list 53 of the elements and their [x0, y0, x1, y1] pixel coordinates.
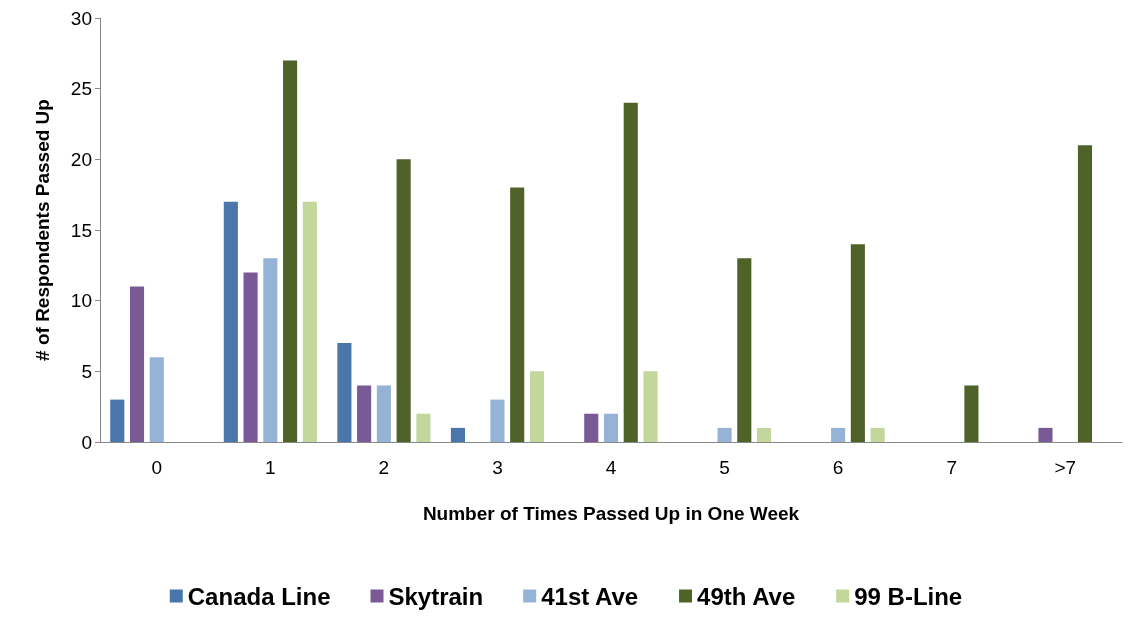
bar — [717, 427, 732, 442]
legend-label: 41st Ave — [541, 582, 639, 610]
y-tick-label: 10 — [70, 290, 92, 312]
bar — [737, 258, 752, 442]
x-tick-label: 3 — [492, 457, 503, 478]
bar — [757, 427, 772, 442]
bar — [510, 187, 525, 442]
bar — [283, 60, 298, 442]
bar — [149, 357, 164, 442]
bar — [1077, 145, 1093, 442]
bar — [396, 159, 411, 442]
y-tick-label: 25 — [70, 78, 92, 100]
y-tick-label: 0 — [81, 431, 92, 453]
x-axis-title: Number of Times Passed Up in One Week — [422, 503, 800, 524]
bar — [263, 258, 278, 442]
bar — [623, 102, 638, 442]
bar — [129, 286, 145, 442]
x-tick-label: 5 — [719, 457, 730, 478]
bar — [302, 201, 317, 442]
bar — [603, 413, 619, 442]
y-tick-label: 5 — [81, 360, 92, 382]
x-tick-label: 0 — [151, 457, 163, 478]
legend-label: 49th Ave — [697, 582, 796, 610]
bar — [643, 371, 658, 442]
legend-label: 99 B-Line — [854, 582, 963, 610]
y-tick-label: 15 — [70, 219, 92, 241]
bar — [870, 427, 885, 442]
bar — [584, 413, 599, 442]
x-tick-label: >7 — [1054, 457, 1077, 478]
bar — [416, 413, 431, 442]
x-tick-label: 6 — [832, 457, 844, 478]
y-axis-title: # of Respondents Passed Up — [32, 99, 53, 361]
bar — [490, 399, 505, 442]
legend-label: Skytrain — [388, 582, 484, 610]
bar — [850, 244, 865, 442]
bar — [964, 385, 979, 442]
x-tick-label: 7 — [946, 457, 957, 478]
bar — [337, 343, 352, 442]
bar — [243, 272, 258, 442]
bar — [223, 201, 238, 442]
y-tick-label: 20 — [70, 148, 92, 170]
bar — [376, 385, 391, 442]
bar — [1038, 427, 1053, 442]
y-tick-label: 30 — [70, 7, 92, 29]
bar — [450, 427, 465, 442]
x-tick-label: 2 — [378, 457, 390, 478]
bar — [831, 427, 846, 442]
x-tick-label: 1 — [265, 457, 276, 478]
bar — [529, 371, 544, 442]
bar — [110, 399, 125, 442]
bar — [357, 385, 372, 442]
legend-label: Canada Line — [187, 582, 331, 610]
x-tick-label: 4 — [605, 457, 617, 478]
